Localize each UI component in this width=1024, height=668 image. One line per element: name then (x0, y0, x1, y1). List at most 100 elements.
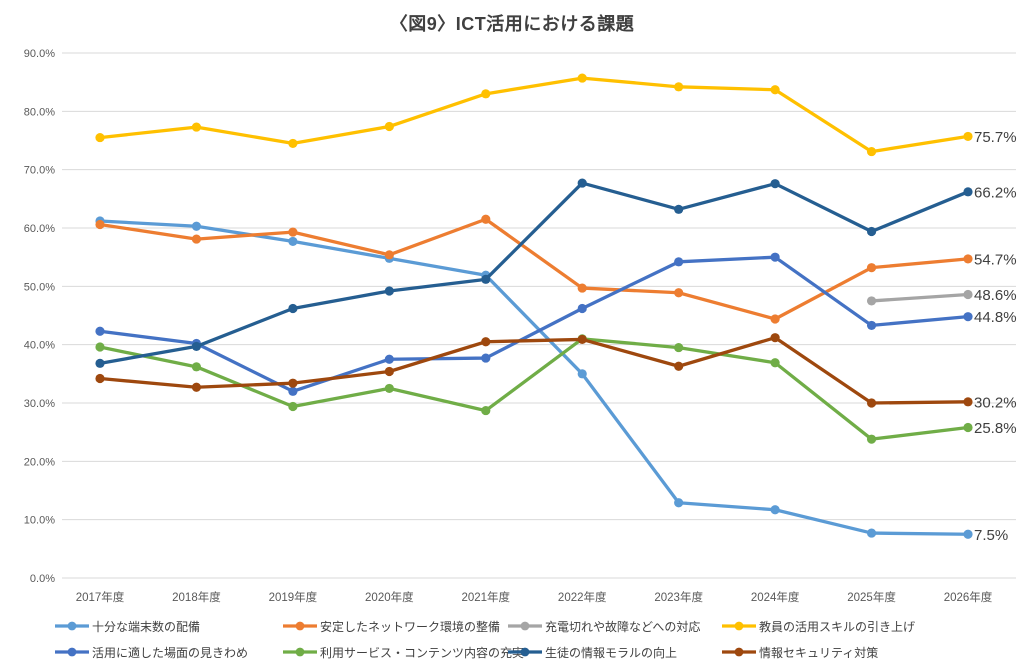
series-marker (963, 397, 973, 407)
series-marker (866, 398, 877, 408)
series-marker (288, 138, 298, 149)
series-marker (577, 334, 587, 345)
y-tick-label: 40.0% (24, 340, 55, 352)
series-marker (963, 187, 973, 197)
series-marker (674, 342, 684, 353)
series-marker (288, 386, 298, 396)
legend-item: 生徒の情報モラルの向上 (508, 644, 722, 661)
legend-item: 利用サービス・コンテンツ内容の充実 (283, 644, 524, 661)
series-marker (95, 326, 105, 336)
series-marker (288, 236, 298, 247)
series-marker (770, 252, 780, 262)
series-marker (674, 257, 684, 267)
series-end-label: 7.5% (974, 527, 1008, 544)
legend-label: 安定したネットワーク環境の整備 (320, 619, 501, 634)
x-tick-label: 2020年度 (365, 590, 414, 604)
series-end-label: 75.7% (974, 129, 1017, 146)
series-line (98, 255, 970, 393)
legend-label: 情報セキュリティ対策 (759, 645, 879, 660)
series-marker (866, 434, 877, 444)
x-tick-label: 2026年度 (944, 590, 993, 604)
legend-label: 生徒の情報モラルの向上 (545, 645, 678, 660)
series-marker (674, 498, 684, 508)
y-tick-label: 50.0% (24, 281, 55, 293)
series-marker (191, 234, 202, 244)
series-marker (770, 314, 780, 324)
series-marker (481, 337, 491, 347)
legend-item: 十分な端末数の配備 (55, 618, 283, 635)
legend-label: 十分な端末数の配備 (92, 619, 201, 634)
legend-line-marker-icon (722, 647, 756, 657)
series-marker (384, 250, 394, 260)
legend-item: 活用に適した場面の見きわめ (55, 644, 283, 661)
x-tick-label: 2023年度 (654, 590, 703, 604)
series-marker (95, 342, 105, 352)
series-marker (866, 146, 877, 157)
series-line (98, 181, 970, 365)
series-marker (963, 131, 973, 142)
line-chart-svg: 0.0% 10.0% 20.0% 30.0% 40.0% 50.0% 60.0% 70.0% 8… (24, 48, 1017, 604)
series-marker (384, 383, 394, 394)
legend-item: 情報セキュリティ対策 (722, 644, 995, 661)
series-marker (577, 283, 587, 293)
series-marker (577, 73, 587, 83)
series-line (98, 76, 970, 154)
series-marker (288, 303, 298, 314)
legend-label: 利用サービス・コンテンツ内容の充実 (320, 645, 525, 660)
series-marker (384, 286, 394, 296)
legend-item: 安定したネットワーク環境の整備 (283, 618, 508, 635)
x-tick-label: 2019年度 (269, 590, 318, 604)
series-end-label: 44.8% (974, 309, 1017, 326)
series-marker (481, 353, 491, 363)
series-marker (770, 179, 780, 189)
series-line (98, 219, 970, 536)
series-marker (481, 274, 491, 284)
series-marker (674, 288, 684, 298)
series-marker (866, 226, 877, 237)
series-marker (95, 373, 105, 384)
series-marker (191, 122, 202, 132)
chart-title: 〈図9〉ICT活用における課題 (389, 14, 635, 34)
series-end-label: 30.2% (974, 394, 1017, 411)
series-marker (384, 354, 394, 364)
series-marker (95, 358, 105, 368)
series-marker (481, 89, 491, 99)
series-marker (770, 358, 780, 368)
series-marker (674, 82, 684, 92)
legend-line-marker-icon (55, 647, 89, 657)
series-marker (191, 382, 202, 392)
y-tick-label: 0.0% (30, 573, 55, 585)
series-marker (95, 219, 105, 230)
series-line (98, 336, 970, 405)
series-marker (963, 529, 973, 539)
series-marker (770, 505, 780, 515)
series-marker (866, 263, 877, 273)
series-marker (963, 254, 973, 264)
legend-line-marker-icon (283, 647, 317, 657)
series-marker (963, 289, 973, 300)
series-marker (481, 405, 491, 416)
series-marker (481, 214, 491, 224)
x-tick-label: 2021年度 (461, 590, 510, 604)
series-marker (770, 85, 780, 95)
chart-legend: 十分な端末数の配備 安定したネットワーク環境の整備 充電切れや故障などへの対応 教員の… (55, 613, 995, 665)
series-marker (963, 312, 973, 322)
series-marker (288, 378, 298, 388)
y-tick-label: 90.0% (24, 48, 55, 60)
series-end-label: 48.6% (974, 287, 1017, 304)
y-tick-label: 20.0% (24, 456, 55, 468)
y-tick-label: 60.0% (24, 223, 55, 235)
series-marker (674, 204, 684, 214)
legend-line-marker-icon (722, 621, 756, 631)
legend-line-marker-icon (508, 621, 542, 631)
series-end-label: 54.7% (974, 251, 1017, 268)
series-marker (288, 401, 298, 412)
legend-label: 充電切れや故障などへの対応 (545, 619, 701, 634)
series-marker (288, 227, 298, 237)
series-marker (866, 320, 877, 331)
series-marker (963, 422, 973, 433)
y-tick-label: 70.0% (24, 165, 55, 177)
series-end-label: 66.2% (974, 184, 1017, 201)
legend-line-marker-icon (508, 647, 542, 657)
